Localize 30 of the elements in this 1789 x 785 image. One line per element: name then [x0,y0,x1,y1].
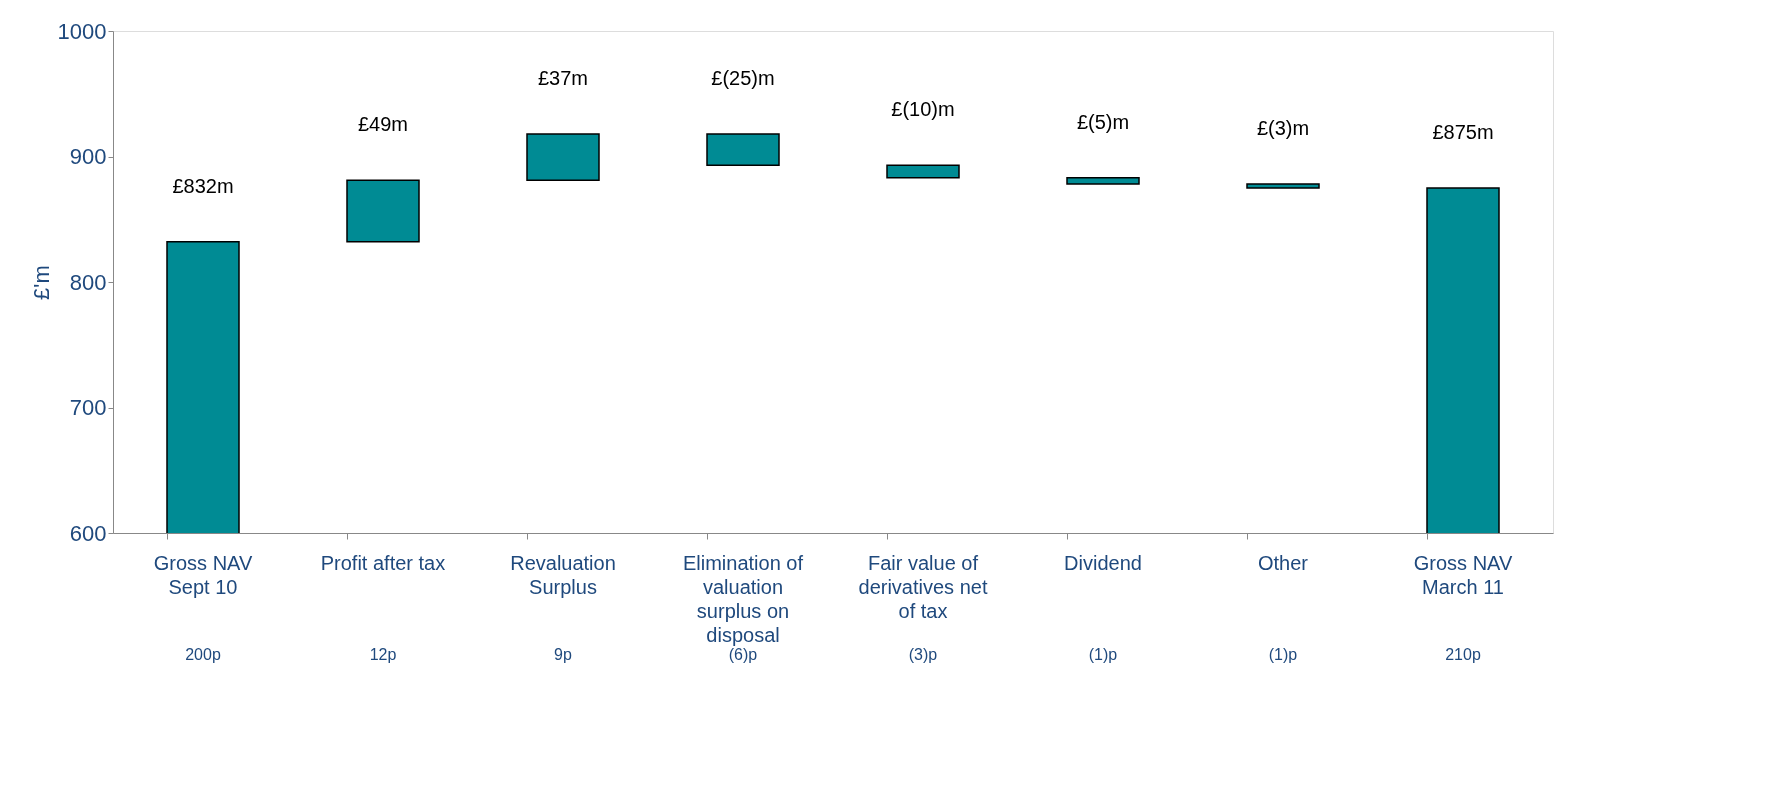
x-tick-label: Dividend [1064,551,1142,574]
data-label: £(3)m [1256,117,1310,140]
data-label: £832m [172,174,234,197]
data-label: £(5)m [1076,110,1130,133]
x-tick-label: Elimination of valuation surplus on disposal [682,551,804,646]
data-label: £875m [1432,120,1494,143]
text: (1)p [1268,646,1298,663]
x-tick-label: Revaluation Surplus [510,551,616,598]
text: 210p [1445,646,1481,663]
x-tick-label: Gross NAV Sept 10 [153,551,253,598]
y-tick-label: 800 [69,269,107,295]
data-label: £(10)m [891,98,955,121]
text: 12p [369,646,397,663]
y-axis-title: £'m [28,265,54,300]
data-label: £(25)m [711,66,775,89]
x-tick-label: Profit after tax [320,551,446,574]
y-tick-label: 1000 [57,18,107,44]
text: (1)p [1088,646,1118,663]
text: 9p [554,646,572,663]
data-label: £49m [357,113,409,136]
text: (3)p [908,646,938,663]
y-tick-label: 700 [69,395,107,420]
y-tick-label: 900 [69,144,107,169]
text: 200p [185,646,221,663]
text: (6)p [728,646,758,663]
x-tick-label: Fair value of derivatives net of tax [858,551,988,622]
y-tick-label: 600 [69,520,107,546]
x-tick-label: Other [1257,551,1309,574]
x-tick-label: Gross NAV March 11 [1413,551,1513,598]
data-label: £37m [537,66,589,89]
